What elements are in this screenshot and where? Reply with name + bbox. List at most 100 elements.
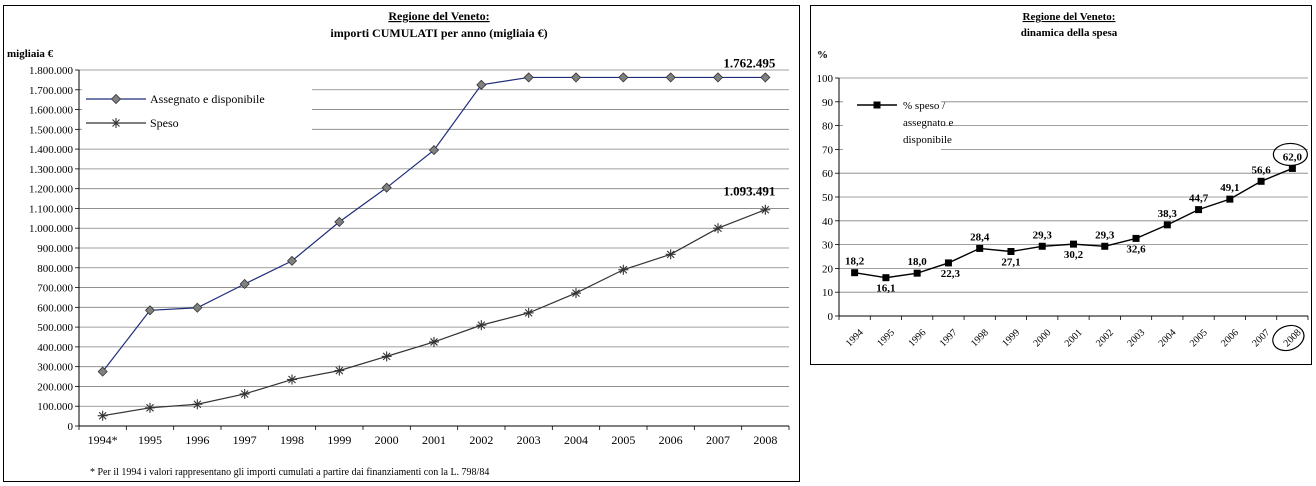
footnote: * Per il 1994 i valori rappresentano gli… — [90, 467, 489, 478]
x-tick-label: 2005 — [611, 433, 635, 447]
x-tick-label: 2002 — [1094, 327, 1116, 349]
y-tick-label: 1.800.000 — [29, 65, 74, 77]
data-point-speso — [334, 365, 345, 376]
cumulative-amounts-chart: Regione del Veneto: importi CUMULATI per … — [7, 9, 790, 478]
x-tick-label: 2008 — [753, 433, 777, 447]
data-point-speso — [760, 204, 771, 215]
y-tick-label: 700.000 — [37, 283, 73, 295]
y-tick-label: 90 — [822, 97, 834, 109]
data-point-speso — [713, 223, 723, 234]
y-tick-label: 0 — [828, 311, 834, 323]
x-tick-label: 1994* — [88, 433, 118, 447]
y-tick-label: 600.000 — [37, 302, 73, 314]
data-point-speso — [476, 320, 487, 331]
data-point-assegnato — [334, 216, 345, 227]
data-point-percent-spent — [1195, 206, 1203, 214]
y-tick-label: 1.300.000 — [29, 164, 74, 176]
series-line-speso — [102, 209, 766, 417]
x-tick-label: 2000 — [1032, 327, 1054, 349]
legend-label-line: disponibile — [903, 134, 952, 146]
data-point-percent-spent — [944, 259, 952, 267]
chart-subtitle: importi CUMULATI per anno (migliaia €) — [330, 26, 547, 40]
y-tick-label: 30 — [822, 240, 834, 252]
data-point-assegnato — [97, 366, 108, 377]
data-label: 16,1 — [876, 283, 895, 295]
data-point-speso — [239, 388, 250, 399]
data-label: 29,3 — [1033, 229, 1053, 241]
chart-title: Regione del Veneto: — [1023, 11, 1116, 23]
data-point-speso — [97, 410, 108, 421]
y-tick-label: 400.000 — [37, 342, 73, 354]
x-tick-label: 2004 — [564, 433, 588, 447]
data-point-percent-spent — [1288, 164, 1296, 172]
legend-label-line: % speso / — [903, 100, 946, 112]
data-label: 27,1 — [1001, 257, 1020, 269]
x-tick-label: 2004 — [1157, 327, 1179, 349]
data-point-speso — [145, 402, 155, 413]
y-tick-label: 1.600.000 — [29, 105, 74, 117]
data-point-percent-spent — [851, 269, 859, 277]
x-tick-label: 1994 — [844, 327, 866, 349]
y-tick-label: 100.000 — [37, 401, 73, 413]
data-point-percent-spent — [1038, 242, 1046, 250]
data-point-percent-spent — [1132, 234, 1140, 242]
data-point-speso — [192, 399, 203, 410]
x-tick-label: 1996 — [185, 433, 209, 447]
data-point-assegnato — [523, 72, 534, 83]
y-tick-label: 100 — [817, 73, 834, 85]
x-tick-label: 2003 — [517, 433, 541, 447]
annotation-speso-2008: 1.093.491 — [723, 184, 775, 199]
data-point-percent-spent — [882, 274, 890, 282]
data-point-percent-spent — [1226, 195, 1234, 203]
legend-box — [82, 84, 312, 132]
legend-marker — [873, 101, 881, 109]
cumulative-amounts-chart-panel: Regione del Veneto: importi CUMULATI per … — [3, 5, 800, 482]
x-tick-label: 1999 — [327, 433, 351, 447]
data-label: 32,6 — [1126, 243, 1146, 255]
data-label: 62,0 — [1283, 151, 1303, 163]
spending-dynamics-chart-panel: Regione del Veneto: dinamica della spesa%… — [810, 5, 1312, 365]
data-point-assegnato — [192, 302, 203, 313]
x-tick-label: 2000 — [375, 433, 399, 447]
y-tick-label: 10 — [822, 287, 834, 299]
data-label: 30,2 — [1064, 249, 1084, 261]
y-tick-label: 800.000 — [37, 263, 73, 275]
y-tick-label: 50 — [822, 192, 834, 204]
data-label: 44,7 — [1189, 193, 1209, 205]
data-point-speso — [429, 336, 439, 347]
legend-label-line: assegnato e — [903, 117, 954, 129]
x-tick-label: 2007 — [706, 433, 730, 447]
y-tick-label: 20 — [822, 263, 834, 275]
data-label: 56,6 — [1251, 164, 1271, 176]
legend-label-speso: Speso — [150, 116, 179, 130]
x-tick-label: 1999 — [1000, 327, 1022, 349]
x-tick-label: 2005 — [1188, 327, 1210, 349]
data-label: 22,3 — [941, 268, 961, 280]
chart-title: Regione del Veneto: — [388, 9, 489, 23]
data-point-assegnato — [760, 72, 771, 83]
data-point-percent-spent — [1070, 240, 1077, 248]
y-tick-label: 1.700.000 — [29, 85, 74, 97]
data-point-assegnato — [239, 278, 250, 290]
data-point-percent-spent — [976, 244, 984, 252]
data-point-assegnato — [665, 72, 676, 83]
y-tick-label: 300.000 — [37, 362, 73, 374]
data-point-assegnato — [570, 72, 582, 83]
data-label: 18,0 — [908, 256, 928, 268]
data-label: 49,1 — [1220, 182, 1239, 194]
y-tick-label: 500.000 — [37, 322, 73, 334]
y-tick-label: 1.200.000 — [29, 184, 74, 196]
y-axis-label: migliaia € — [7, 48, 54, 60]
y-tick-label: 40 — [822, 216, 834, 228]
data-point-percent-spent — [1257, 177, 1265, 185]
data-point-assegnato — [618, 72, 629, 83]
data-point-percent-spent — [1007, 248, 1015, 256]
data-label: 38,3 — [1158, 208, 1178, 220]
x-tick-label: 1997 — [938, 327, 960, 349]
data-point-assegnato — [144, 305, 156, 316]
legend-box — [843, 94, 941, 154]
x-tick-label: 2001 — [422, 433, 446, 447]
y-tick-label: 1.500.000 — [29, 124, 74, 136]
x-tick-label: 1998 — [969, 327, 991, 349]
y-tick-label: 200.000 — [37, 381, 73, 393]
